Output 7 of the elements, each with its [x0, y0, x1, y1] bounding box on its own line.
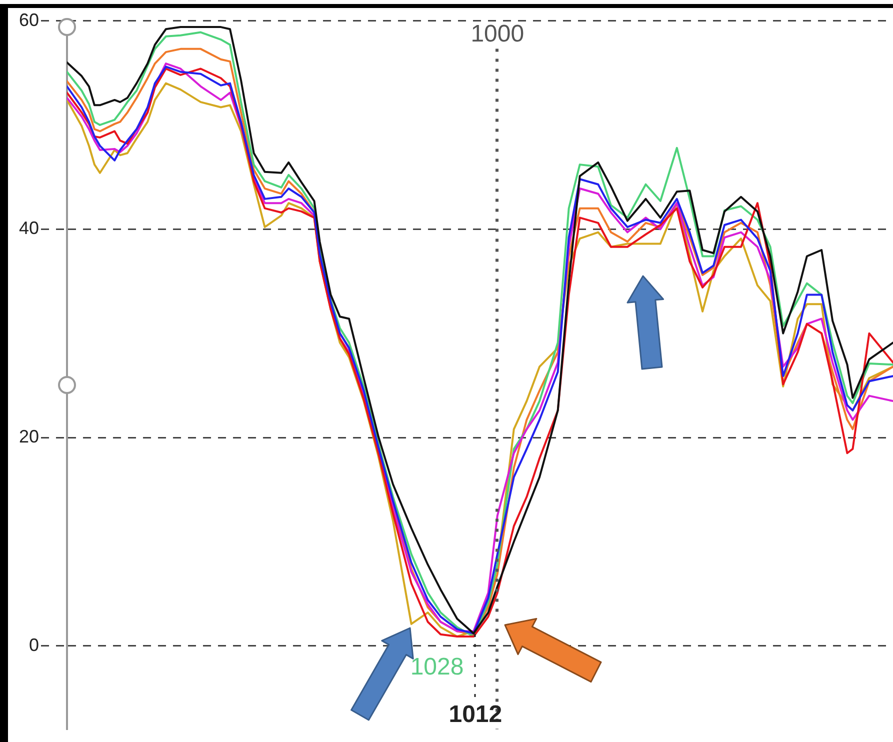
ref-line-label: 1012 [448, 700, 502, 728]
ref-line-label: 1000 [470, 20, 524, 48]
annotation: 1028 [410, 654, 464, 681]
y-tick-label: 0 [28, 634, 39, 655]
y-tick-label: 40 [18, 218, 39, 238]
y-tick-label: 60 [18, 10, 39, 30]
y-tick-label: 20 [18, 426, 39, 446]
